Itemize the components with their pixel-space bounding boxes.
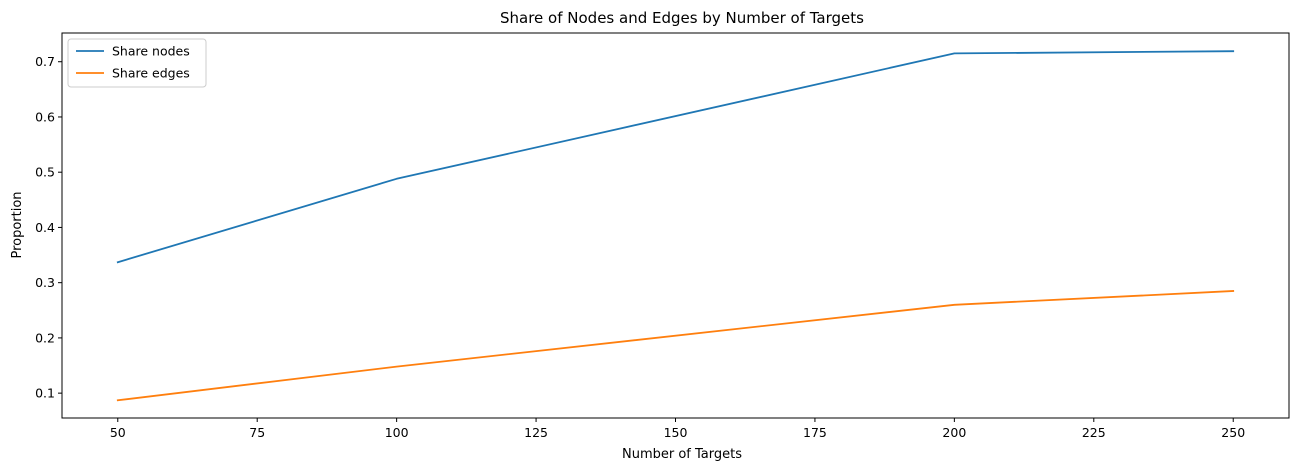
y-tick-label: 0.6 <box>35 109 55 124</box>
x-tick-label: 150 <box>664 425 688 440</box>
y-axis-label: Proportion <box>10 191 25 258</box>
x-tick-label: 75 <box>249 425 265 440</box>
y-tick-label: 0.7 <box>35 54 55 69</box>
series-line-share-edges <box>116 290 1235 402</box>
legend-label: Share edges <box>112 66 190 81</box>
y-tick-label: 0.1 <box>35 386 55 401</box>
series-layer <box>116 50 1235 402</box>
x-tick-label: 175 <box>803 425 827 440</box>
chart-title: Share of Nodes and Edges by Number of Ta… <box>500 9 864 27</box>
y-tick-label: 0.5 <box>35 165 55 180</box>
legend: Share nodes Share edges <box>67 38 207 88</box>
y-tick-label: 0.2 <box>35 330 55 345</box>
x-axis-ticks: 50 75 100 125 150 175 200 225 250 <box>110 418 1245 440</box>
y-axis-ticks: 0.1 0.2 0.3 0.4 0.5 0.6 0.7 <box>35 54 62 401</box>
x-tick-label: 125 <box>524 425 548 440</box>
plot-frame <box>61 32 1290 419</box>
legend-label: Share nodes <box>112 44 190 59</box>
x-tick-label: 250 <box>1221 425 1245 440</box>
x-axis-label: Number of Targets <box>622 447 742 462</box>
series-line-share-nodes <box>116 50 1235 264</box>
x-tick-label: 225 <box>1082 425 1106 440</box>
x-tick-label: 200 <box>942 425 966 440</box>
x-tick-label: 100 <box>385 425 409 440</box>
x-tick-label: 50 <box>110 425 126 440</box>
y-tick-label: 0.3 <box>35 275 55 290</box>
y-tick-label: 0.4 <box>35 220 55 235</box>
